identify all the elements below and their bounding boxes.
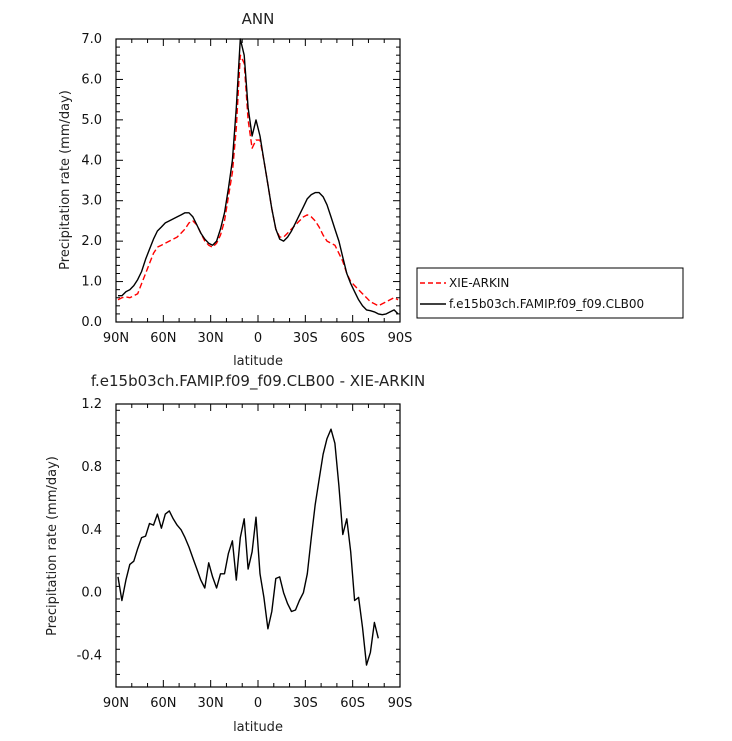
x-tick-label: 60N xyxy=(150,696,176,711)
chart-bottom-x-axis: 90N 60N 30N 0 30S 60S 90S xyxy=(103,404,413,711)
chart-bottom-y-axis-label: Precipitation rate (mm/day) xyxy=(45,456,60,636)
chart-bottom-difference: f.e15b03ch.FAMIP.f09_f09.CLB00 - XIE-ARK… xyxy=(45,372,425,735)
x-tick-label: 60S xyxy=(340,696,365,711)
x-tick-label: 30S xyxy=(293,696,318,711)
legend-label-series-2: f.e15b03ch.FAMIP.f09_f09.CLB00 xyxy=(449,297,644,311)
x-tick-label: 0 xyxy=(254,696,262,711)
x-tick-label: 30N xyxy=(198,696,224,711)
y-tick-label: 0.0 xyxy=(81,586,102,601)
y-tick-label: 0.4 xyxy=(81,523,102,538)
x-tick-label: 30N xyxy=(198,331,224,346)
y-tick-label: 7.0 xyxy=(81,32,102,47)
chart-top-x-axis: 90N 60N 30N 0 30S 60S 90S xyxy=(103,39,413,346)
chart-bottom-y-axis: -0.4 0.0 0.4 0.8 1.2 xyxy=(77,397,400,688)
y-tick-label: 5.0 xyxy=(81,113,102,128)
chart-top-precipitation: ANN 0.0 1.0 2.0 3.0 4.0 5.0 6.0 7.0 90N 60N 30N 0 3… xyxy=(58,10,684,369)
x-tick-label: 30S xyxy=(293,331,318,346)
chart-bottom-series-1-line xyxy=(117,428,379,666)
chart-top-series-1-line xyxy=(117,54,399,307)
chart-bottom-title: f.e15b03ch.FAMIP.f09_f09.CLB00 - XIE-ARK… xyxy=(91,372,425,391)
y-tick-label: 0.8 xyxy=(81,460,102,475)
chart-top-title: ANN xyxy=(242,10,275,28)
chart-top-y-axis: 0.0 1.0 2.0 3.0 4.0 5.0 6.0 7.0 xyxy=(81,32,400,330)
y-tick-label: 1.2 xyxy=(81,397,102,412)
chart-top-plot-frame xyxy=(115,38,401,323)
y-tick-label: 4.0 xyxy=(81,153,102,168)
y-tick-label: 1.0 xyxy=(81,275,102,290)
x-tick-label: 0 xyxy=(254,331,262,346)
chart-bottom-x-axis-label: latitude xyxy=(233,720,283,735)
y-tick-label: 6.0 xyxy=(81,72,102,87)
chart-top-series xyxy=(117,38,399,316)
chart-bottom-series xyxy=(117,428,379,666)
y-tick-label: 3.0 xyxy=(81,194,102,209)
x-tick-label: 90S xyxy=(388,696,413,711)
x-tick-label: 60S xyxy=(340,331,365,346)
chart-top-legend: XIE-ARKIN f.e15b03ch.FAMIP.f09_f09.CLB00 xyxy=(416,267,684,319)
x-tick-label: 90S xyxy=(388,331,413,346)
legend-label-series-1: XIE-ARKIN xyxy=(449,276,509,290)
legend-box xyxy=(416,267,684,319)
x-tick-label: 90N xyxy=(103,331,129,346)
chart-top-x-axis-label: latitude xyxy=(233,354,283,369)
y-tick-label: -0.4 xyxy=(77,649,102,664)
chart-top-y-axis-label: Precipitation rate (mm/day) xyxy=(58,90,73,270)
x-tick-label: 90N xyxy=(103,696,129,711)
x-tick-label: 60N xyxy=(150,331,176,346)
y-tick-label: 0.0 xyxy=(81,315,102,330)
chart-top-series-2-line xyxy=(118,38,399,316)
y-tick-label: 2.0 xyxy=(81,234,102,249)
